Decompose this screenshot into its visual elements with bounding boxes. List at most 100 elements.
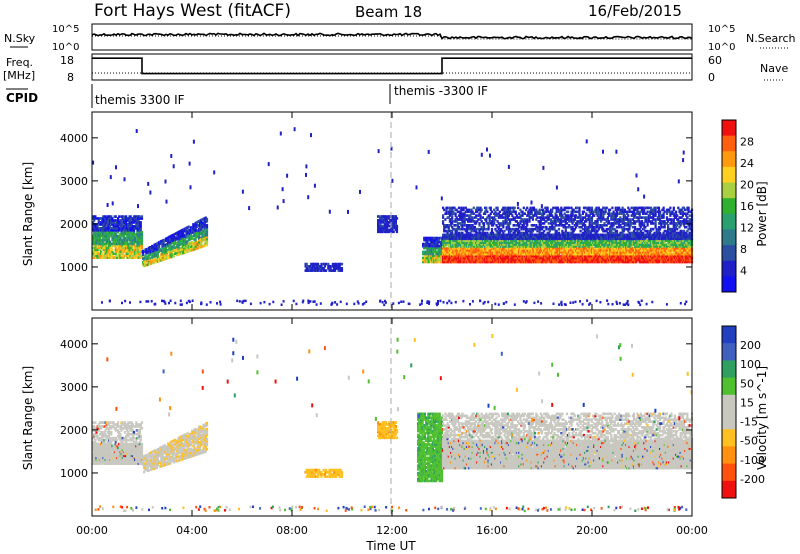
heatmap-cell (584, 254, 587, 258)
heatmap-cell (589, 233, 592, 237)
heatmap-cell (452, 233, 455, 237)
heatmap-cell (563, 254, 566, 258)
heatmap-cell (138, 256, 141, 259)
heatmap-cell (602, 233, 605, 237)
heatmap-cell (543, 218, 546, 221)
heatmap-cell (530, 237, 533, 241)
heatmap-cell (477, 218, 480, 221)
heatmap-cell (513, 256, 516, 260)
heatmap-cell (538, 260, 541, 264)
heatmap-cell (96, 230, 99, 234)
heatmap-cell (191, 229, 194, 233)
heatmap-cell (111, 248, 114, 252)
heatmap-cell (551, 224, 554, 227)
heatmap-cell (104, 225, 107, 228)
heatmap-cell (448, 229, 451, 233)
heatmap-cell (514, 220, 517, 223)
heatmap-cell (496, 239, 499, 242)
heatmap-cell (460, 206, 463, 210)
heatmap-cell (526, 245, 529, 248)
heatmap-cell (102, 236, 105, 240)
heatmap-cell (602, 210, 605, 214)
heatmap-cell (181, 234, 185, 237)
heatmap-cell (111, 223, 114, 226)
heatmap-cell (459, 233, 462, 237)
heatmap-cell (498, 231, 501, 235)
heatmap-cell (590, 206, 594, 210)
heatmap-cell (613, 247, 616, 250)
heatmap-cell (538, 216, 541, 219)
heatmap-cell (519, 214, 522, 217)
heatmap-cell (123, 242, 126, 246)
heatmap-cell (552, 258, 555, 262)
heatmap-cell (425, 252, 428, 256)
heatmap-cell (573, 260, 576, 264)
heatmap-cell (471, 224, 474, 227)
heatmap-cell (331, 262, 334, 266)
heatmap-cell (538, 249, 541, 252)
heatmap-cell (576, 254, 579, 258)
heatmap-cell (204, 224, 207, 227)
heatmap-cell (473, 241, 476, 244)
heatmap-cell (559, 247, 562, 250)
heatmap-cell (461, 208, 464, 212)
heatmap-cell (139, 234, 142, 238)
heatmap-cell (199, 236, 202, 240)
heatmap-cell (586, 235, 589, 239)
heatmap-cell (512, 216, 515, 219)
heatmap-cell (623, 252, 626, 256)
heatmap-cell (596, 214, 599, 217)
heatmap-cell (320, 262, 323, 266)
heatmap-cell (107, 236, 111, 240)
heatmap-cell (180, 236, 183, 240)
heatmap-cell (118, 229, 121, 232)
heatmap-cell (614, 251, 617, 254)
heatmap-cell (575, 225, 578, 229)
heatmap-cell (102, 230, 105, 234)
heatmap-cell (176, 243, 179, 247)
heatmap-cell (546, 252, 549, 256)
heatmap-cell (468, 227, 471, 231)
heatmap-cell (562, 225, 565, 229)
heatmap-cell (498, 233, 501, 237)
heatmap-cell (600, 258, 603, 262)
heatmap-cell (127, 225, 130, 228)
heatmap-cell (163, 244, 166, 247)
heatmap-cell (600, 220, 603, 223)
heatmap-cell (500, 239, 503, 242)
heatmap-cell (484, 241, 487, 244)
heatmap-cell (127, 229, 130, 232)
heatmap-cell (513, 241, 516, 244)
heatmap-cell (485, 220, 488, 223)
heatmap-cell (559, 239, 562, 242)
heatmap-cell (523, 260, 526, 264)
heatmap-cell (447, 227, 450, 231)
heatmap-cell (130, 223, 133, 226)
heatmap-cell (498, 251, 501, 254)
heatmap-cell (394, 221, 397, 224)
heatmap-cell (468, 233, 471, 237)
heatmap-cell (573, 251, 576, 254)
heatmap-cell (171, 241, 174, 245)
heatmap-cell (493, 251, 496, 254)
heatmap-cell (461, 241, 464, 244)
heatmap-cell (395, 228, 399, 232)
heatmap-cell (482, 222, 486, 225)
heatmap-cell (506, 206, 509, 210)
heatmap-cell (534, 208, 537, 212)
heatmap-cell (548, 229, 551, 233)
heatmap-cell (129, 219, 132, 222)
heatmap-cell (573, 241, 576, 244)
heatmap-cell (98, 229, 101, 232)
heatmap-cell (465, 254, 469, 258)
heatmap-cell (613, 249, 616, 252)
heatmap-cell (391, 226, 394, 230)
heatmap-cell (559, 218, 562, 221)
heatmap-cell (551, 233, 554, 237)
heatmap-cell (530, 247, 533, 250)
heatmap-cell (519, 216, 522, 219)
heatmap-cell (546, 233, 549, 237)
heatmap-cell (463, 216, 466, 219)
heatmap-cell (489, 208, 492, 212)
heatmap-cell (473, 235, 476, 239)
